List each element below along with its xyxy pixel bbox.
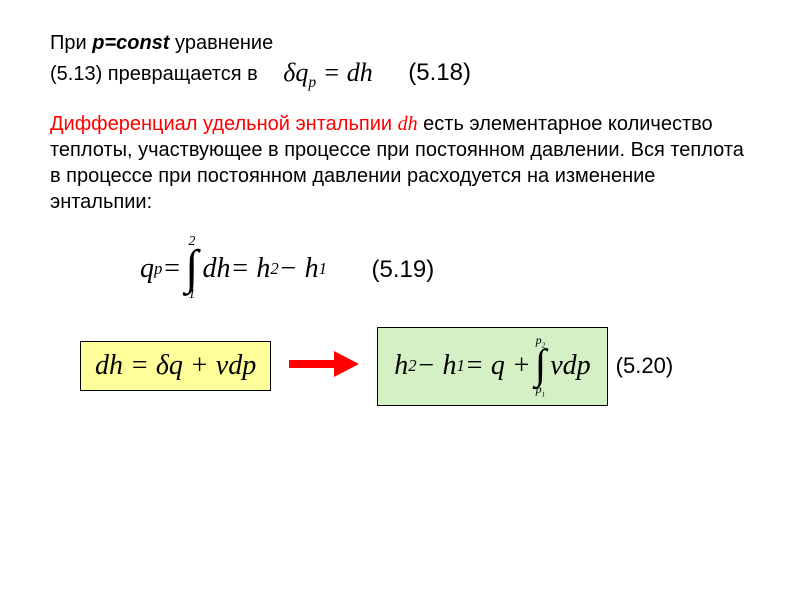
intro-pre: При — [50, 32, 92, 54]
eq519-psub: p — [154, 259, 162, 279]
eq519-q: q — [140, 253, 154, 285]
intro-pconst: p=const — [92, 32, 169, 54]
eq520-eq: = q + — [465, 350, 531, 382]
eq519-sub2: 2 — [270, 259, 278, 279]
int519-symbol: ∫ — [185, 249, 198, 287]
eq518-rhs: = dh — [316, 58, 373, 87]
red-text: Дифференциал удельной энтальпии — [50, 113, 398, 135]
int520-symbol: ∫ — [535, 349, 547, 383]
yellow-formula-box: dh = δq + vdp — [80, 341, 271, 391]
eq519-eq2: = h — [230, 253, 270, 285]
equation-number-5-18: (5.18) — [408, 59, 471, 86]
intro-text: При p=const уравнение (5.13) превращаетс… — [50, 30, 750, 93]
eq519-minus: − h — [279, 253, 319, 285]
eq520-vdp: vdp — [550, 350, 590, 382]
bottom-row: dh = δq + vdp h2 − h1 = q + p2 ∫ p1 vdp … — [50, 327, 750, 406]
eq519-dh: dh — [202, 253, 230, 285]
arrow-icon — [289, 349, 359, 384]
equation-5-19-row: qp = 2 ∫ 1 dh = h2 − h1 (5.19) — [50, 235, 750, 301]
integral-519: 2 ∫ 1 — [185, 235, 198, 301]
eq518-lhs: δq — [283, 58, 308, 87]
eq519-eq1: = — [162, 253, 181, 285]
green-formula-box: h2 − h1 = q + p2 ∫ p1 vdp — [377, 327, 607, 406]
equation-number-5-19: (5.19) — [372, 256, 435, 283]
integral-520: p2 ∫ p1 — [535, 334, 547, 399]
equation-5-19: qp = 2 ∫ 1 dh = h2 − h1 — [140, 235, 327, 301]
int519-lower: 1 — [188, 288, 195, 302]
equation-number-5-20: (5.20) — [616, 353, 673, 379]
int520-lower: p1 — [536, 383, 546, 399]
equation-5-18: δqp = dh — [283, 56, 372, 93]
dh-symbol: dh — [398, 113, 418, 135]
eq520-sub1: 1 — [457, 356, 465, 376]
explanation-paragraph: Дифференциал удельной энтальпии dh есть … — [50, 111, 750, 215]
eq520-sub2: 2 — [408, 356, 416, 376]
eq519-sub1: 1 — [319, 259, 327, 279]
intro-line2: (5.13) превращается в — [50, 63, 258, 85]
eq520-h: h — [394, 350, 408, 382]
intro-post: уравнение — [169, 32, 273, 54]
eq520-minus: − h — [417, 350, 457, 382]
